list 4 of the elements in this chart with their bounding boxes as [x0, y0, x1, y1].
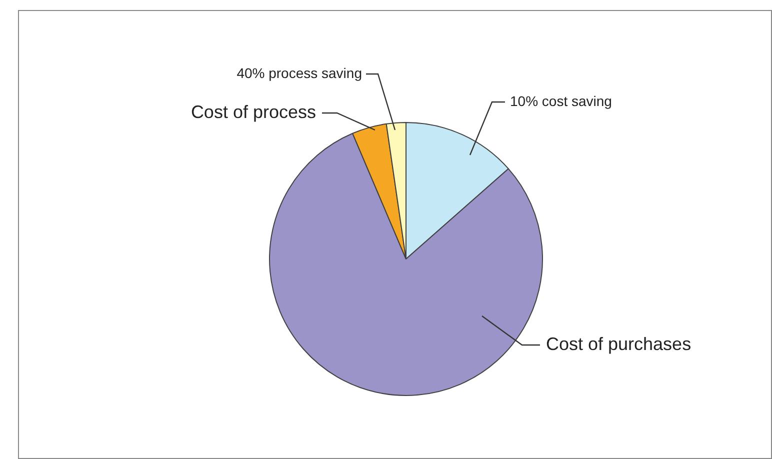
slice-label: Cost of purchases [546, 334, 692, 354]
slice-label: 10% cost saving [510, 92, 612, 109]
slice-label: 40% process saving [236, 64, 362, 81]
slice-label: Cost of process [190, 102, 316, 122]
